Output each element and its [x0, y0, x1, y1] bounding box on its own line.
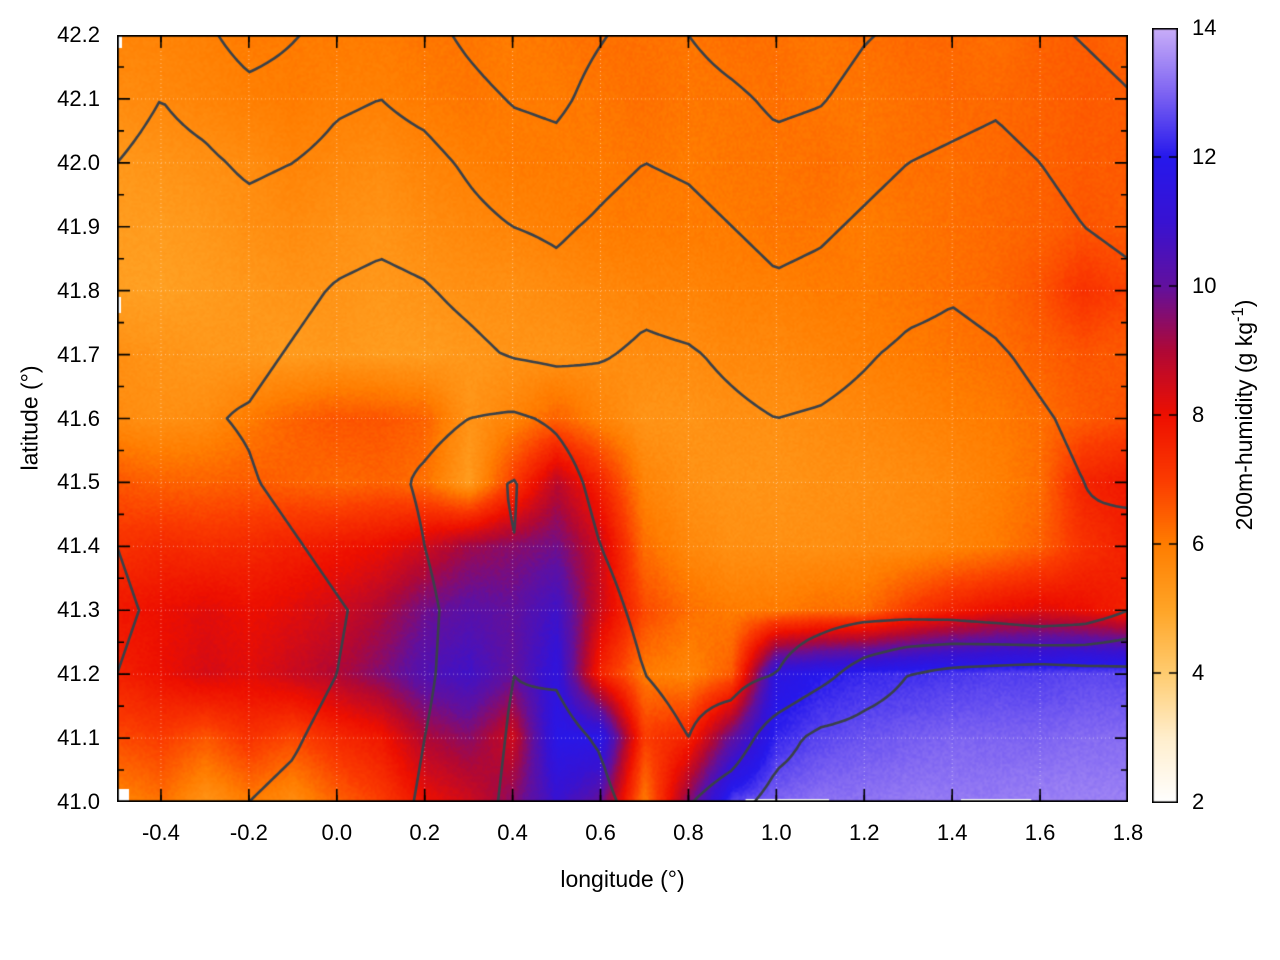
- x-tick-label: 0.8: [673, 820, 704, 845]
- y-tick-label: 42.1: [57, 85, 100, 111]
- x-tick-label: 1.0: [761, 820, 792, 845]
- x-tick-label: 1.8: [1112, 820, 1144, 845]
- y-tick-label: 41.6: [57, 405, 100, 431]
- x-tick-label: 1.2: [848, 820, 880, 845]
- colorbar-title-text: 200m-humidity (g kg: [1230, 322, 1257, 531]
- x-tick-label: 1.4: [936, 820, 968, 845]
- x-tick-label: 0.2: [409, 820, 440, 845]
- x-tick-label: 1.6: [1024, 820, 1056, 845]
- x-tick-label: -0.4: [141, 820, 180, 845]
- y-tick-label: 41.9: [57, 213, 100, 239]
- x-tick-label: 0.0: [321, 820, 353, 845]
- y-tick-label: 41.0: [57, 789, 100, 814]
- x-tick-label: -0.2: [229, 820, 268, 845]
- y-tick-label: 41.7: [57, 341, 100, 367]
- y-tick-label: 41.3: [57, 597, 100, 623]
- colorbar-title: 200m-humidity (g kg-1): [1228, 300, 1258, 531]
- y-axis-title: latitude (°): [16, 365, 43, 471]
- colorbar-tick-label: 12: [1192, 144, 1217, 169]
- y-tick-label: 42.0: [57, 149, 100, 175]
- y-tick-label: 41.2: [57, 661, 100, 687]
- colorbar-tick-label: 6: [1192, 531, 1205, 556]
- y-tick-label: 42.2: [57, 22, 100, 47]
- colorbar-tick-label: 14: [1192, 15, 1217, 40]
- heatmap-plot-area: [117, 35, 1128, 802]
- x-tick-label: 0.6: [585, 820, 616, 845]
- colorbar-title-suffix: ): [1230, 299, 1257, 308]
- x-axis-title: longitude (°): [560, 866, 685, 892]
- colorbar-tick-label: 10: [1192, 273, 1217, 298]
- y-tick-label: 41.4: [57, 533, 100, 559]
- colorbar-title-sup: -1: [1228, 307, 1248, 323]
- colorbar-tick-label: 4: [1192, 660, 1205, 685]
- colorbar-tick-label: 2: [1192, 789, 1205, 814]
- colorbar-tick-label: 8: [1192, 402, 1205, 427]
- y-tick-label: 41.1: [57, 725, 100, 751]
- colorbar: [1152, 28, 1178, 803]
- y-tick-label: 41.8: [57, 277, 100, 303]
- y-tick-label: 41.5: [57, 469, 100, 495]
- x-tick-label: 0.4: [497, 820, 528, 845]
